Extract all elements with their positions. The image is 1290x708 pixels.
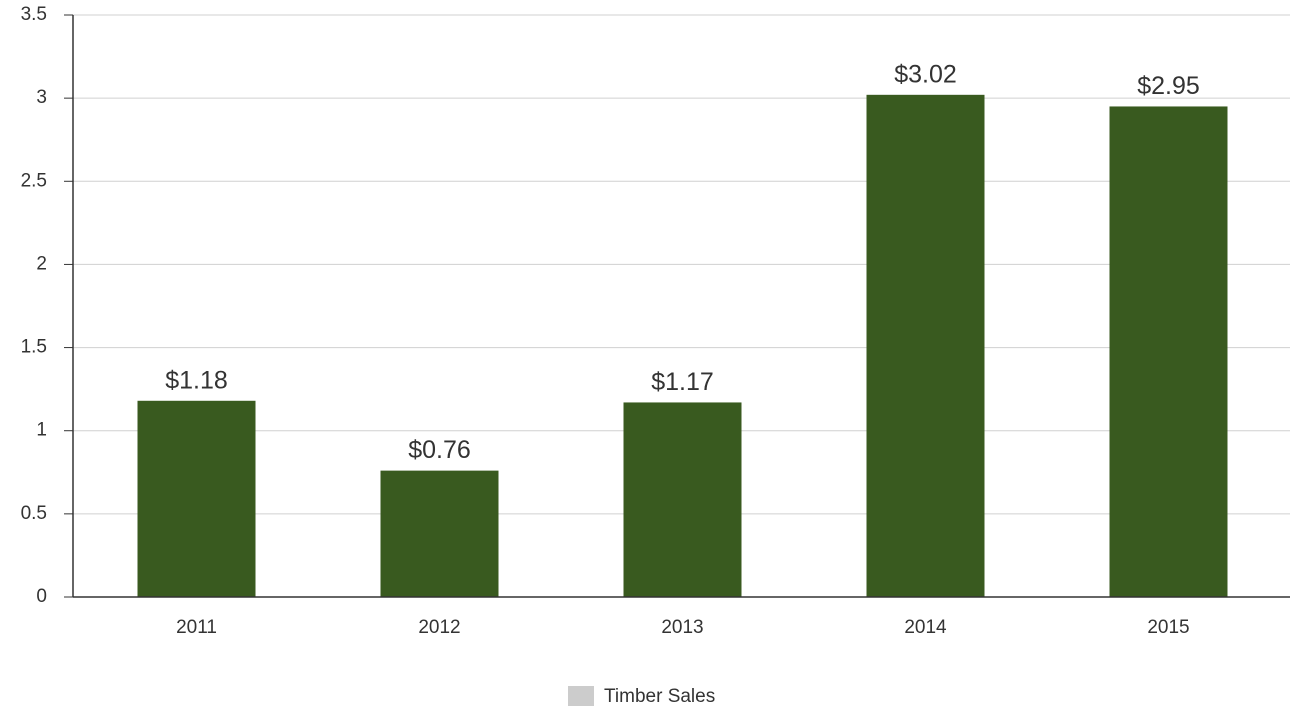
y-tick-label: 0.5: [21, 503, 47, 524]
value-label: $0.76: [408, 436, 471, 464]
bar: [380, 470, 499, 597]
y-tick-label: 2: [36, 253, 47, 274]
bar: [137, 400, 256, 597]
x-tick-label: 2013: [661, 617, 703, 638]
legend-swatch: [568, 686, 594, 706]
y-tick-label: 3.5: [21, 4, 47, 25]
y-tick-label: 2.5: [21, 170, 47, 191]
value-label: $1.18: [165, 366, 228, 394]
bar: [623, 402, 742, 597]
bar: [866, 94, 985, 598]
x-tick-label: 2014: [904, 617, 947, 638]
value-label: $2.95: [1137, 72, 1200, 100]
x-tick-label: 2011: [176, 617, 217, 638]
bar: [1109, 106, 1228, 597]
value-label: $1.17: [651, 368, 714, 396]
y-tick-label: 3: [36, 87, 47, 108]
legend-label: Timber Sales: [604, 686, 715, 707]
y-tick-label: 1: [36, 420, 47, 441]
x-tick-label: 2012: [418, 617, 460, 638]
y-tick-label: 1.5: [21, 337, 47, 358]
y-tick-label: 0: [36, 586, 47, 607]
value-label: $3.02: [894, 60, 957, 88]
x-tick-label: 2015: [1147, 617, 1189, 638]
